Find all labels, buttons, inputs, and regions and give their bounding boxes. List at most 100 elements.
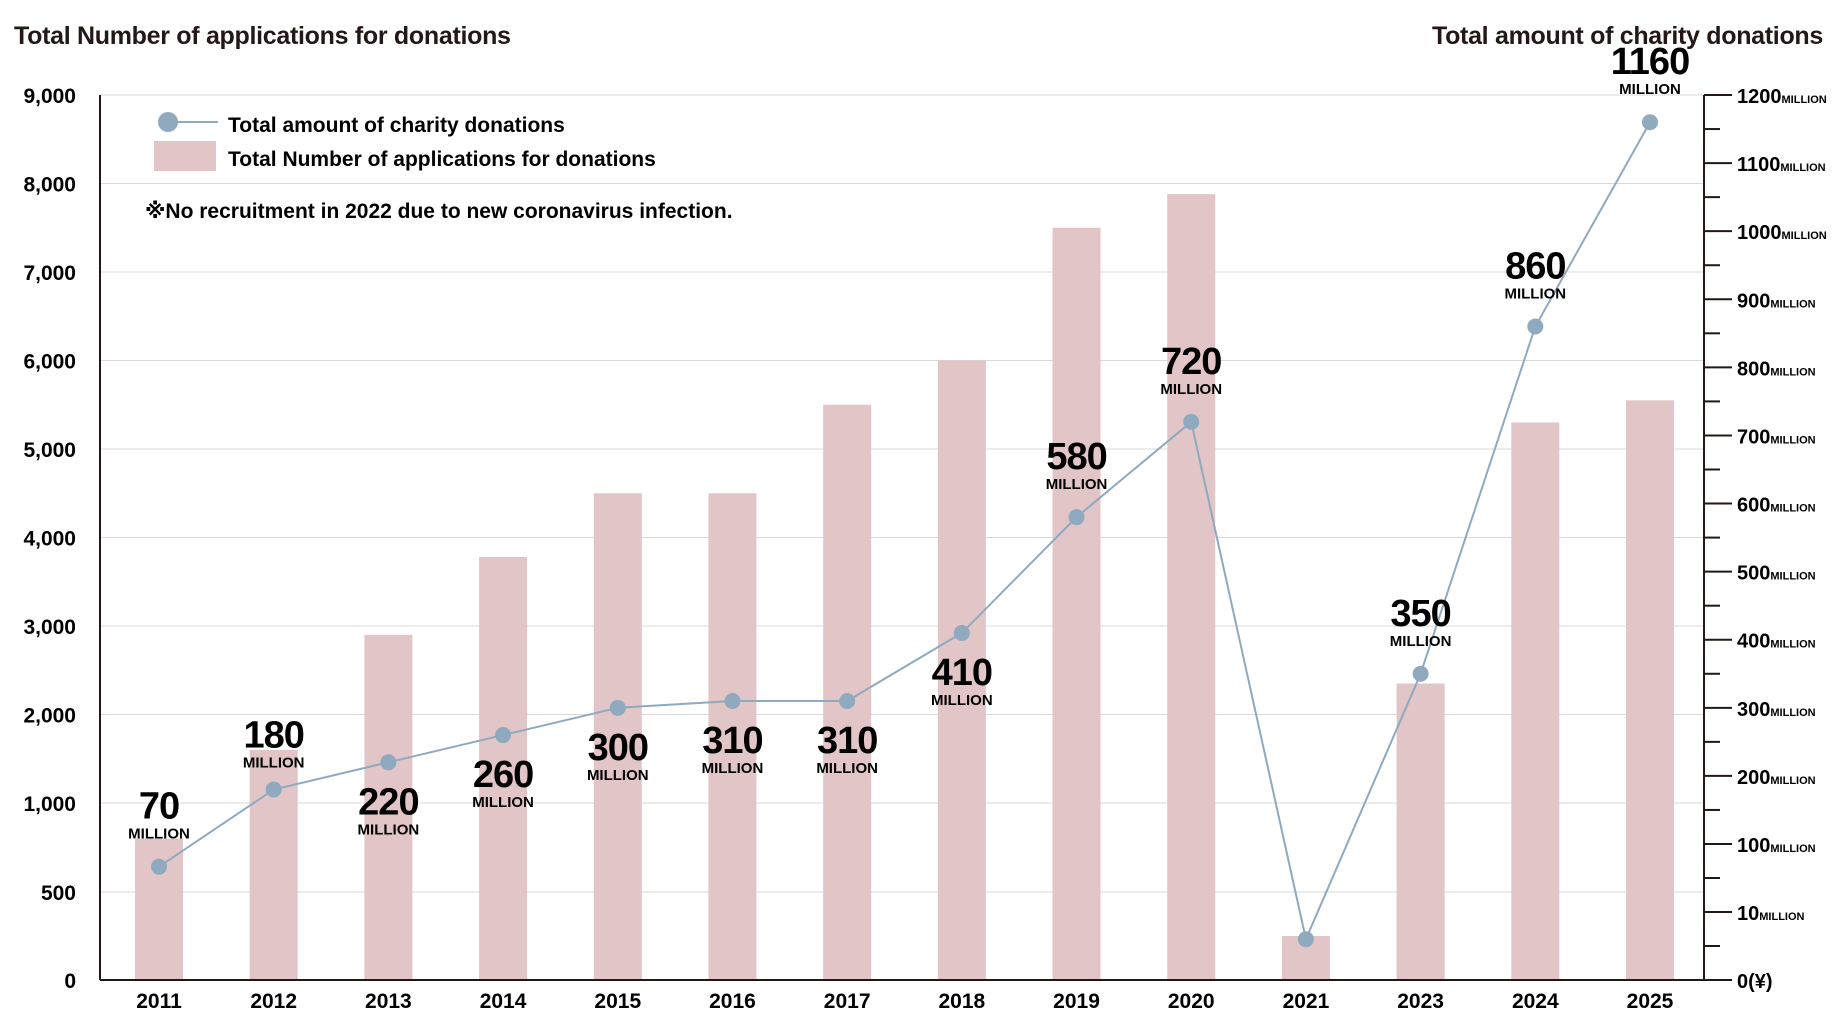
point-2024 bbox=[1527, 318, 1544, 335]
data-label-value: 1160 bbox=[1611, 41, 1689, 83]
data-label-unit: MILLION bbox=[587, 767, 649, 784]
x-tick-label: 2020 bbox=[1168, 990, 1215, 1013]
data-label-unit: MILLION bbox=[816, 760, 878, 777]
right-tick-label: 1100MILLION bbox=[1737, 154, 1826, 176]
left-tick-label: 2,000 bbox=[23, 705, 76, 728]
data-label-unit: MILLION bbox=[358, 821, 420, 838]
bar-2014 bbox=[479, 556, 528, 980]
data-label-unit: MILLION bbox=[1046, 476, 1108, 493]
right-tick-label: 300MILLION bbox=[1737, 699, 1816, 721]
x-tick-label: 2023 bbox=[1397, 990, 1444, 1013]
data-label-value: 70 bbox=[139, 786, 179, 828]
data-label-unit: MILLION bbox=[931, 692, 993, 709]
data-label-value: 180 bbox=[243, 715, 303, 757]
data-label-unit: MILLION bbox=[1390, 633, 1452, 650]
point-2014 bbox=[495, 727, 512, 744]
bar-2013 bbox=[364, 634, 413, 980]
right-tick-label: 800MILLION bbox=[1737, 358, 1816, 380]
bar-2025 bbox=[1626, 400, 1674, 980]
right-tick-label: 700MILLION bbox=[1737, 426, 1816, 448]
legend-bar-swatch bbox=[154, 141, 216, 171]
bar-2024 bbox=[1511, 422, 1560, 980]
data-label-value: 410 bbox=[932, 652, 992, 694]
legend-bar-label: Total Number of applications for donatio… bbox=[228, 148, 656, 171]
right-tick-label: 1200MILLION bbox=[1737, 86, 1827, 108]
left-tick-label: 500 bbox=[41, 882, 76, 905]
data-label-unit: MILLION bbox=[128, 826, 190, 843]
left-axis-title: Total Number of applications for donatio… bbox=[14, 22, 511, 50]
x-tick-label: 2017 bbox=[824, 990, 871, 1013]
x-tick-label: 2015 bbox=[594, 990, 641, 1013]
point-2021 bbox=[1297, 931, 1314, 948]
bar-2018 bbox=[937, 360, 986, 980]
line-series bbox=[151, 114, 1658, 948]
point-2020 bbox=[1183, 413, 1200, 430]
left-tick-label: 7,000 bbox=[23, 262, 76, 285]
x-tick-label: 2018 bbox=[938, 990, 985, 1013]
data-labels: 70MILLION180MILLION220MILLION260MILLION3… bbox=[128, 41, 1690, 843]
left-tick-label: 1,000 bbox=[23, 793, 76, 816]
right-tick-label: 400MILLION bbox=[1737, 631, 1816, 653]
left-tick-label: 5,000 bbox=[23, 439, 76, 462]
bar-2023 bbox=[1396, 683, 1445, 980]
point-2019 bbox=[1068, 509, 1085, 526]
right-tick-label: 900MILLION bbox=[1737, 290, 1816, 312]
x-tick-label: 2021 bbox=[1283, 990, 1330, 1013]
bar-2015 bbox=[593, 493, 642, 980]
data-label-value: 310 bbox=[702, 720, 762, 762]
point-2012 bbox=[265, 781, 282, 798]
right-tick-label: 100MILLION bbox=[1737, 835, 1816, 857]
left-tick-label: 3,000 bbox=[23, 616, 76, 639]
bar-2019 bbox=[1052, 227, 1101, 980]
legend: Total amount of charity donations Total … bbox=[145, 112, 733, 223]
x-tick-label: 2014 bbox=[480, 990, 527, 1013]
bar-series bbox=[135, 194, 1674, 980]
x-tick-label: 2012 bbox=[250, 990, 297, 1013]
axes: 0 500 1,000 2,000 3,000 4,000 5,000 6,000 7,000 8… bbox=[23, 85, 1826, 1013]
data-label-value: 220 bbox=[358, 781, 418, 823]
point-2015 bbox=[609, 699, 626, 716]
right-tick-label: 200MILLION bbox=[1737, 767, 1816, 789]
right-axis-title: Total amount of charity donations bbox=[1431, 22, 1823, 50]
data-label-unit: MILLION bbox=[1619, 81, 1681, 98]
left-tick-label: 4,000 bbox=[23, 528, 76, 551]
data-label-unit: MILLION bbox=[702, 760, 764, 777]
chart-note: ※No recruitment in 2022 due to new coron… bbox=[145, 200, 733, 223]
right-tick-label: 600MILLION bbox=[1737, 495, 1816, 517]
x-tick-label: 2013 bbox=[365, 990, 412, 1013]
bar-2016 bbox=[708, 493, 757, 980]
left-tick-label: 8,000 bbox=[23, 174, 76, 197]
data-label-unit: MILLION bbox=[243, 755, 305, 772]
point-2011 bbox=[151, 858, 167, 875]
bar-2017 bbox=[823, 404, 872, 980]
bar-2020 bbox=[1167, 194, 1216, 980]
point-2017 bbox=[839, 693, 856, 710]
x-tick-label: 2011 bbox=[136, 990, 182, 1013]
donation-line bbox=[158, 121, 1651, 943]
data-label-value: 580 bbox=[1046, 436, 1106, 478]
data-label-value: 860 bbox=[1505, 246, 1565, 288]
data-label-value: 260 bbox=[473, 754, 533, 796]
data-label-value: 720 bbox=[1161, 341, 1221, 383]
legend-line-marker bbox=[158, 112, 178, 132]
right-tick-label: 0(¥) bbox=[1737, 971, 1773, 993]
right-tick-label: 500MILLION bbox=[1737, 563, 1816, 585]
data-label-value: 350 bbox=[1390, 593, 1450, 635]
x-tick-label: 2019 bbox=[1053, 990, 1100, 1013]
data-label-value: 300 bbox=[588, 727, 648, 769]
left-tick-label: 9,000 bbox=[23, 85, 76, 108]
data-label-unit: MILLION bbox=[1504, 286, 1566, 303]
right-tick-label: 10MILLION bbox=[1737, 903, 1805, 925]
right-tick-label: 1000MILLION bbox=[1737, 222, 1827, 244]
point-2023 bbox=[1412, 665, 1429, 682]
data-label-value: 310 bbox=[817, 720, 877, 762]
x-tick-label: 2025 bbox=[1627, 990, 1674, 1013]
data-label-unit: MILLION bbox=[472, 794, 534, 811]
x-tick-label: 2016 bbox=[709, 990, 756, 1013]
left-tick-label: 0 bbox=[64, 970, 76, 993]
point-2013 bbox=[380, 754, 397, 771]
x-tick-label: 2024 bbox=[1512, 990, 1559, 1013]
data-label-unit: MILLION bbox=[1160, 381, 1222, 398]
legend-line-label: Total amount of charity donations bbox=[228, 114, 565, 137]
